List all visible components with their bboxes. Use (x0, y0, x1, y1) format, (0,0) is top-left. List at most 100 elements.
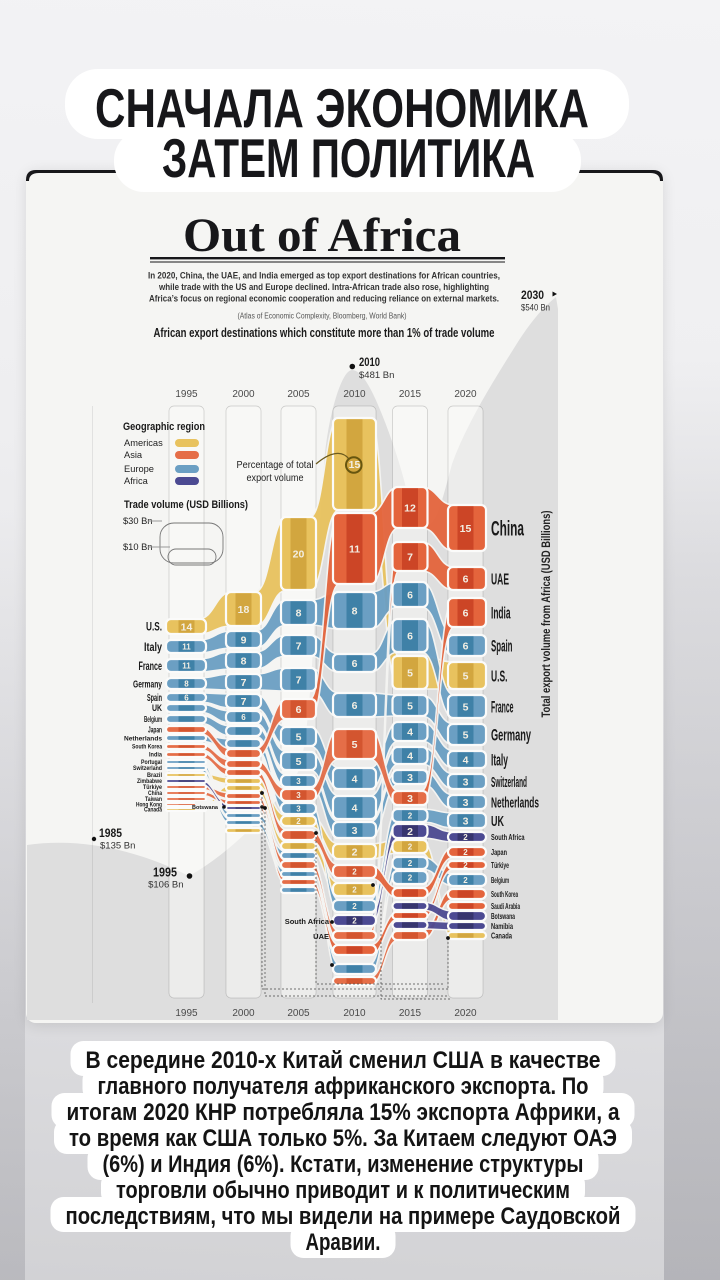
svg-text:India: India (491, 604, 511, 622)
svg-text:1995: 1995 (153, 866, 177, 880)
svg-text:В середине 2010-х Китай сменил: В середине 2010-х Китай сменил США в кач… (86, 1047, 601, 1074)
svg-text:20: 20 (293, 548, 305, 560)
svg-text:Japan: Japan (148, 725, 162, 734)
svg-text:12: 12 (404, 502, 416, 514)
svg-text:8: 8 (296, 607, 302, 619)
svg-text:6: 6 (407, 589, 413, 601)
svg-text:8: 8 (184, 679, 189, 688)
svg-text:3: 3 (463, 776, 469, 788)
svg-text:11: 11 (182, 661, 191, 670)
svg-text:3: 3 (463, 797, 469, 809)
svg-text:2: 2 (463, 848, 468, 857)
svg-text:15: 15 (460, 523, 472, 535)
svg-text:South Africa: South Africa (491, 832, 525, 842)
svg-text:Saudi Arabia: Saudi Arabia (491, 901, 520, 911)
svg-text:2005: 2005 (287, 1008, 310, 1019)
svg-text:2010: 2010 (343, 1008, 366, 1019)
svg-text:3: 3 (463, 815, 469, 827)
svg-text:4: 4 (352, 802, 358, 814)
svg-text:1985: 1985 (99, 826, 122, 840)
svg-text:Trade volume (USD Billions): Trade volume (USD Billions) (124, 499, 248, 511)
svg-text:4: 4 (407, 726, 413, 738)
svg-text:$30 Bn: $30 Bn (123, 516, 152, 526)
svg-text:(6%) и Индия (6%). Кстати, изм: (6%) и Индия (6%). Кстати, изменение стр… (103, 1151, 584, 1178)
svg-text:7: 7 (296, 674, 302, 686)
svg-text:5: 5 (463, 701, 469, 713)
svg-text:ЗАТЕМ ПОЛИТИКА: ЗАТЕМ ПОЛИТИКА (162, 127, 535, 189)
svg-text:Asia: Asia (124, 450, 143, 460)
svg-text:Switzerland: Switzerland (491, 774, 527, 791)
svg-text:$10 Bn: $10 Bn (123, 542, 152, 552)
svg-text:while trade with the US and Eu: while trade with the US and Europe decli… (158, 282, 489, 292)
svg-text:2: 2 (408, 842, 413, 851)
svg-text:6: 6 (352, 700, 358, 712)
svg-text:6: 6 (407, 630, 413, 642)
svg-text:2: 2 (408, 873, 413, 882)
svg-text:5: 5 (407, 700, 413, 712)
svg-text:2000: 2000 (232, 389, 255, 400)
svg-text:2020: 2020 (454, 1008, 477, 1019)
svg-text:France: France (491, 698, 514, 716)
svg-text:5: 5 (296, 731, 302, 743)
svg-text:7: 7 (407, 551, 413, 563)
svg-text:6: 6 (241, 713, 246, 722)
svg-text:Netherlands: Netherlands (491, 794, 539, 811)
svg-text:7: 7 (241, 677, 247, 689)
svg-text:Percentage of total: Percentage of total (237, 460, 314, 471)
svg-text:5: 5 (407, 667, 413, 679)
svg-text:2: 2 (408, 859, 413, 868)
svg-text:India: India (149, 753, 163, 759)
svg-text:U.S.: U.S. (491, 668, 508, 685)
svg-text:Italy: Italy (144, 640, 162, 654)
svg-text:8: 8 (241, 655, 247, 667)
svg-text:South Korea: South Korea (132, 745, 163, 751)
svg-text:2020: 2020 (454, 389, 477, 400)
svg-text:Italy: Italy (491, 751, 508, 769)
svg-text:U.S.: U.S. (146, 622, 162, 634)
svg-text:5: 5 (296, 756, 302, 768)
svg-text:South Africa: South Africa (285, 917, 330, 926)
svg-text:2: 2 (463, 861, 468, 870)
svg-text:11: 11 (182, 642, 191, 651)
svg-text:2: 2 (352, 885, 357, 894)
svg-text:1995: 1995 (175, 1008, 198, 1019)
svg-text:Türkiye: Türkiye (491, 860, 509, 870)
svg-text:СНАЧАЛА ЭКОНОМИКА: СНАЧАЛА ЭКОНОМИКА (95, 77, 589, 139)
svg-text:15: 15 (349, 459, 361, 471)
svg-text:Germany: Germany (133, 678, 162, 690)
svg-text:Geographic region: Geographic region (123, 421, 205, 433)
svg-text:Canada: Canada (491, 931, 512, 941)
svg-text:6: 6 (184, 693, 189, 702)
svg-text:3: 3 (296, 804, 301, 813)
svg-text:8: 8 (352, 605, 358, 617)
svg-text:6: 6 (352, 658, 358, 670)
svg-text:2: 2 (352, 867, 357, 876)
svg-text:2: 2 (352, 846, 358, 858)
svg-text:$481 Bn: $481 Bn (359, 370, 394, 381)
svg-text:9: 9 (241, 634, 247, 646)
svg-text:2005: 2005 (287, 389, 310, 400)
svg-text:Taiwan: Taiwan (145, 797, 162, 803)
svg-text:последствиям, что мы видели на: последствиям, что мы видели на примере С… (66, 1203, 621, 1230)
svg-text:18: 18 (238, 604, 250, 616)
svg-text:Belgium: Belgium (491, 875, 509, 885)
svg-text:Total export volume from Afric: Total export volume from Africa (USD Bil… (541, 510, 553, 717)
svg-text:7: 7 (296, 640, 302, 652)
svg-text:2010: 2010 (343, 389, 366, 400)
svg-text:African export destinations wh: African export destinations which consti… (154, 325, 495, 340)
svg-text:3: 3 (296, 791, 301, 800)
svg-text:4: 4 (407, 750, 413, 762)
svg-text:14: 14 (181, 621, 193, 633)
svg-text:China: China (491, 518, 524, 541)
svg-text:Zimbabwe: Zimbabwe (137, 779, 163, 785)
svg-text:Americas: Americas (124, 438, 163, 448)
svg-text:UK: UK (491, 813, 504, 830)
svg-text:11: 11 (349, 543, 360, 555)
svg-text:Switzerland: Switzerland (133, 766, 162, 772)
svg-text:2: 2 (296, 817, 301, 826)
svg-text:Belgium: Belgium (144, 715, 162, 724)
svg-text:Europe: Europe (124, 464, 154, 474)
svg-text:5: 5 (463, 670, 469, 682)
svg-text:Spain: Spain (491, 637, 513, 655)
svg-text:Canada: Canada (144, 808, 163, 814)
